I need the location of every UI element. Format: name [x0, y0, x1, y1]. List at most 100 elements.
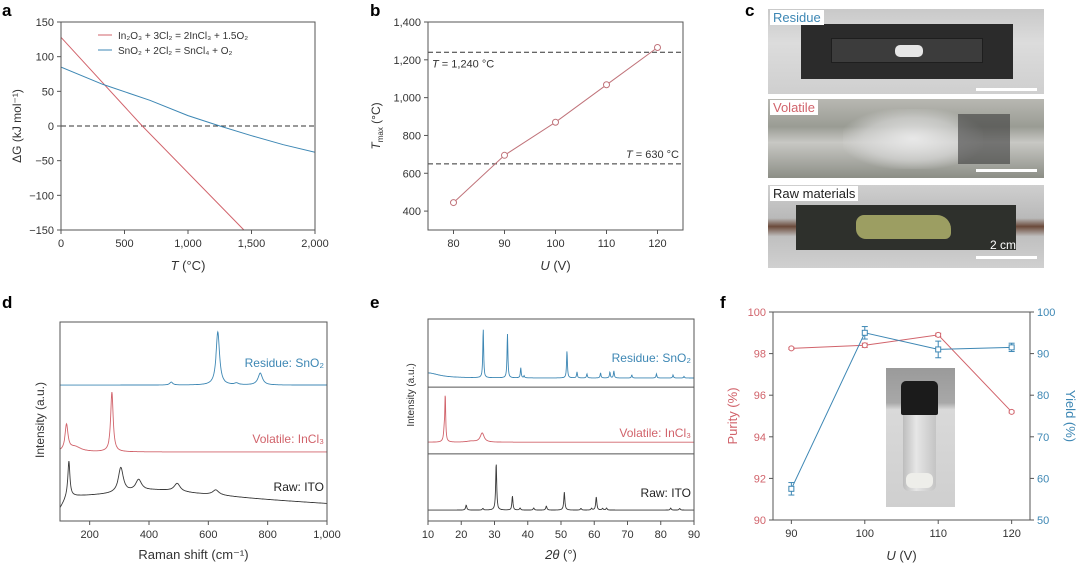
x-tick-label: 80	[655, 529, 667, 541]
y-axis-label-left: Purity (%)	[725, 387, 740, 444]
purity-point	[861, 342, 868, 349]
purity-point	[1008, 408, 1015, 415]
threshold-label: T = 1,240 °C	[432, 58, 494, 70]
series-line-1	[61, 66, 315, 153]
tmax-point	[603, 81, 610, 89]
x-axis-label: T (°C)	[171, 258, 206, 273]
spectrum-label: Volatile: InCl₃	[619, 426, 691, 440]
y-tick-label: 50	[1037, 515, 1049, 527]
purity-point	[935, 331, 942, 338]
series-line-0	[61, 36, 245, 230]
scale-bar	[976, 256, 1037, 259]
x-tick-label: 120	[1002, 528, 1020, 540]
scale-bar-label: 2 cm	[990, 238, 1017, 252]
x-tick-label: 800	[258, 529, 276, 541]
panel-letter-e: e	[370, 293, 379, 312]
y-axis-label: Intensity (a.u.)	[406, 363, 417, 426]
x-tick-label: 200	[80, 529, 98, 541]
x-tick-label: 500	[115, 238, 133, 250]
purity-point	[788, 345, 795, 352]
photo-label-volatile: Volatile	[770, 100, 818, 115]
legend-entry: In₂O₃ + 3Cl₂ = 2InCl₃ + 1.5O₂	[118, 31, 248, 42]
y-tick-label: 150	[36, 17, 54, 29]
y-tick-label: 90	[1037, 349, 1049, 361]
y-axis-label: Intensity (a.u.)	[33, 382, 47, 458]
yield-point	[788, 485, 795, 492]
yield-point	[1008, 344, 1015, 351]
legend-entry: SnO₂ + 2Cl₂ = SnCl₄ + O₂	[118, 46, 233, 57]
spectrum-label: Volatile: InCl₃	[252, 432, 324, 446]
x-axis-label: Raman shift (cm⁻¹)	[138, 547, 248, 562]
x-tick-label: 600	[199, 529, 217, 541]
x-tick-label: 1,000	[313, 529, 341, 541]
spectrum-1	[59, 391, 327, 453]
x-tick-label: 1,000	[174, 238, 202, 250]
y-tick-label: 60	[1037, 473, 1049, 485]
panel-letter-a: a	[2, 1, 12, 20]
label-part: T	[626, 149, 634, 161]
vial-cap	[901, 381, 938, 415]
y-tick-label: 80	[1037, 390, 1049, 402]
y-tick-label: 98	[754, 349, 766, 361]
tmax-point	[501, 151, 508, 159]
y-tick-label: 0	[48, 121, 54, 133]
yield-point	[935, 346, 942, 353]
label-part: T	[369, 141, 383, 150]
x-tick-label: 20	[455, 529, 467, 541]
x-tick-label: 90	[688, 529, 700, 541]
panel-d-frame	[59, 321, 328, 522]
x-tick-label: 60	[588, 529, 600, 541]
x-tick-label: 1,500	[238, 238, 266, 250]
y-tick-label: 1,200	[393, 55, 421, 67]
x-tick-label: 110	[929, 528, 947, 540]
purity-line	[791, 334, 1012, 413]
label-part: (V)	[896, 548, 917, 563]
y-tick-label: 100	[748, 307, 766, 319]
y-axis-label: ΔG (kJ mol⁻¹)	[10, 89, 24, 163]
label-part: T	[171, 258, 180, 273]
x-tick-label: 30	[488, 529, 500, 541]
spectrum-0	[60, 330, 327, 386]
tmax-point	[450, 199, 457, 207]
photo-volatile: Volatile	[768, 99, 1044, 178]
x-tick-label: 100	[856, 528, 874, 540]
spectrum-2	[59, 461, 327, 508]
y-axis-label-right: Yield (%)	[1063, 390, 1078, 442]
vial-powder	[906, 473, 933, 488]
x-tick-label: 70	[621, 529, 633, 541]
spectrum-label: Raw: ITO	[274, 480, 324, 494]
spectrum-label: Raw: ITO	[641, 486, 691, 500]
x-axis-label: U (V)	[540, 258, 570, 273]
x-tick-label: 2,000	[301, 238, 329, 250]
photo-residue: Residue	[768, 9, 1044, 94]
x-axis-label: U (V)	[886, 548, 916, 563]
label-part: U	[886, 548, 896, 563]
tmax-point	[654, 44, 661, 52]
y-tick-label: 70	[1037, 432, 1049, 444]
y-tick-label: −50	[35, 156, 54, 168]
y-tick-label: 92	[754, 473, 766, 485]
y-tick-label: 1,400	[393, 17, 421, 29]
tmax-point	[552, 118, 559, 126]
y-tick-label: −150	[29, 225, 54, 237]
x-tick-label: 50	[555, 529, 567, 541]
y-tick-label: 1,000	[393, 93, 421, 105]
x-tick-label: 40	[522, 529, 534, 541]
spectrum-2	[428, 464, 694, 511]
y-tick-label: 90	[754, 515, 766, 527]
panel-letter-b: b	[370, 1, 380, 20]
label-part: (°C)	[179, 258, 206, 273]
x-tick-label: 100	[546, 238, 564, 250]
yield-line	[790, 332, 1012, 490]
label-part: (V)	[550, 258, 571, 273]
spectrum-1	[428, 395, 694, 443]
x-tick-label: 120	[648, 238, 666, 250]
yield-point	[861, 329, 868, 336]
x-tick-label: 90	[785, 528, 797, 540]
panel-letter-f: f	[720, 293, 726, 312]
label-part: max	[376, 127, 385, 142]
panel-letter-d: d	[2, 293, 12, 312]
residue-powder	[895, 45, 923, 57]
